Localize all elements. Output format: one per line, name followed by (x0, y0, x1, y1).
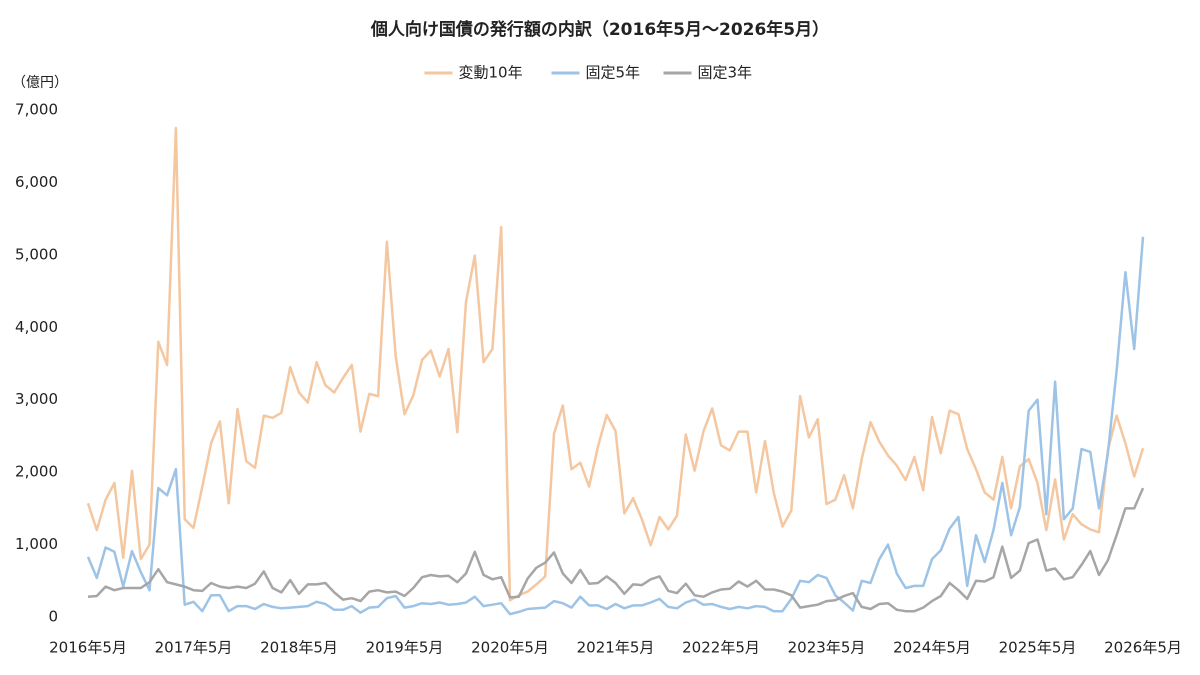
y-tick-label: 6,000 (15, 173, 58, 191)
y-tick-label: 2,000 (15, 463, 58, 481)
x-tick-label: 2025年5月 (999, 639, 1077, 657)
y-tick-label: 0 (48, 608, 58, 626)
y-tick-label: 7,000 (15, 101, 58, 119)
y-tick-label: 3,000 (15, 390, 58, 408)
y-axis-label: （億円） (12, 75, 68, 91)
y-tick-label: 4,000 (15, 318, 58, 336)
legend-label: 固定3年 (698, 64, 753, 82)
x-tick-label: 2021年5月 (577, 639, 655, 657)
x-tick-label: 2017年5月 (155, 639, 233, 657)
y-tick-label: 5,000 (15, 245, 58, 263)
x-tick-label: 2024年5月 (893, 639, 971, 657)
x-tick-label: 2022年5月 (682, 639, 760, 657)
series-line (87, 487, 1145, 613)
x-tick-label: 2023年5月 (788, 639, 866, 657)
x-tick-label: 2018年5月 (260, 639, 338, 657)
x-tick-label: 2016年5月 (49, 639, 127, 657)
chart-title: 個人向け国債の発行額の内訳（2016年5月～2026年5月） (370, 19, 829, 40)
series-line (86, 126, 1145, 602)
series-line (86, 236, 1145, 616)
y-tick-label: 1,000 (15, 535, 58, 553)
x-tick-label: 2019年5月 (366, 639, 444, 657)
x-tick-label: 2026年5月 (1104, 639, 1182, 657)
legend-label: 変動10年 (459, 64, 523, 82)
legend-label: 固定5年 (586, 64, 641, 82)
x-tick-label: 2020年5月 (471, 639, 549, 657)
